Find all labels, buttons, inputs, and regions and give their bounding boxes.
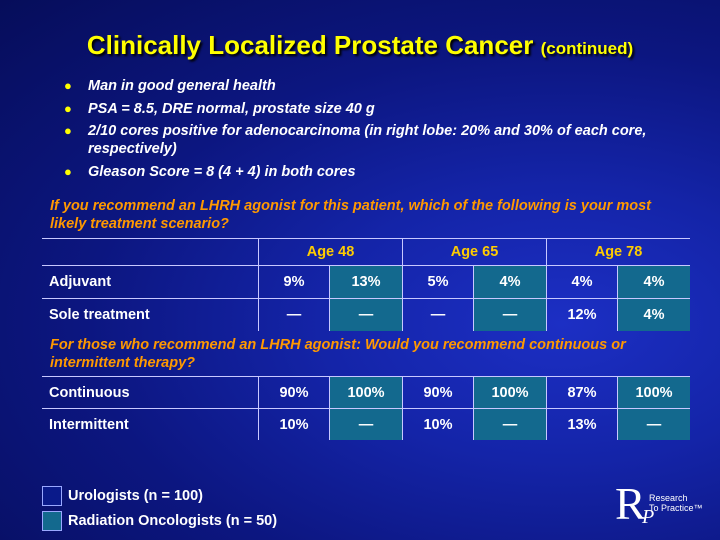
table-row: Adjuvant 9% 13% 5% 4% 4% 4% xyxy=(42,265,690,299)
bullet-dot-icon: ● xyxy=(64,163,72,179)
row-label: Sole treatment xyxy=(42,298,259,331)
bullet-item: ● Man in good general health xyxy=(64,78,276,94)
row-label: Adjuvant xyxy=(42,265,259,299)
urologist-cell: 9% xyxy=(258,265,330,299)
bullet-dot-icon: ● xyxy=(64,123,72,138)
urologist-cell: 4% xyxy=(546,265,618,299)
radonc-cell: 4% xyxy=(473,265,547,299)
radonc-cell: — xyxy=(329,408,403,440)
case-bullet-list: ● Man in good general health ● PSA = 8.5, … xyxy=(64,77,664,185)
radonc-cell: 4% xyxy=(617,265,690,299)
legend-swatch xyxy=(42,511,62,531)
urologist-cell: 13% xyxy=(546,408,618,440)
table-row: Sole treatment — — — — 12% 4% xyxy=(42,298,690,331)
radonc-cell: — xyxy=(473,298,547,331)
logo-letter-r: R xyxy=(615,478,646,529)
legend-label: Radiation Oncologists (n = 50) xyxy=(68,513,278,529)
radonc-cell: 100% xyxy=(617,376,690,409)
urologist-cell: 90% xyxy=(258,376,330,409)
question-continuous-intermittent: For those who recommend an LHRH agonist:… xyxy=(50,337,626,371)
legend-item-urologists: Urologists (n = 100) xyxy=(42,486,203,506)
urologist-cell: 90% xyxy=(402,376,474,409)
legend-label: Urologists (n = 100) xyxy=(68,488,203,504)
bullet-dot-icon: ● xyxy=(64,100,72,116)
age-header-row: Age 48 Age 65 Age 78 xyxy=(42,238,690,266)
question-treatment-scenario: If you recommend an LHRH agonist for thi… xyxy=(50,198,651,232)
table-row: Continuous 90% 100% 90% 100% 87% 100% xyxy=(42,376,690,409)
urologist-cell: — xyxy=(402,298,474,331)
header-blank-cell xyxy=(42,238,259,266)
title-main: Clinically Localized Prostate Cancer xyxy=(86,30,534,60)
therapy-type-table: Continuous 90% 100% 90% 100% 87% 100% In… xyxy=(42,376,690,440)
bullet-item: ● Gleason Score = 8 (4 + 4) in both cores xyxy=(64,163,356,180)
urologist-cell: — xyxy=(258,298,330,331)
urologist-cell: 87% xyxy=(546,376,618,409)
urologist-cell: 12% xyxy=(546,298,618,331)
slide-title: Clinically Localized Prostate Cancer (co… xyxy=(0,30,720,61)
radonc-cell: 100% xyxy=(473,376,547,409)
legend-item-radiation-oncologists: Radiation Oncologists (n = 50) xyxy=(42,511,277,531)
radonc-cell: 13% xyxy=(329,265,403,299)
bullet-item: ● 2/10 cores positive for adenocarcinoma … xyxy=(64,123,647,157)
radonc-cell: — xyxy=(473,408,547,440)
bullet-item: ● PSA = 8.5, DRE normal, prostate size 40… xyxy=(64,100,375,117)
logo-letter-p: P xyxy=(642,506,655,528)
radonc-cell: 100% xyxy=(329,376,403,409)
age-header: Age 48 xyxy=(258,238,403,266)
research-to-practice-logo: R P Research To Practice™ xyxy=(615,478,715,533)
radonc-cell: — xyxy=(617,408,690,440)
radonc-cell: — xyxy=(329,298,403,331)
urologist-cell: 10% xyxy=(258,408,330,440)
logo-text-research: Research xyxy=(649,493,688,503)
bullet-dot-icon: ● xyxy=(64,78,72,93)
urologist-cell: 10% xyxy=(402,408,474,440)
row-label: Continuous xyxy=(42,376,259,409)
title-sub: (continued) xyxy=(540,39,634,58)
table-row: Intermittent 10% — 10% — 13% — xyxy=(42,408,690,440)
row-label: Intermittent xyxy=(42,408,259,440)
radonc-cell: 4% xyxy=(617,298,690,331)
age-header: Age 65 xyxy=(402,238,547,266)
legend-swatch xyxy=(42,486,62,506)
age-header: Age 78 xyxy=(546,238,690,266)
urologist-cell: 5% xyxy=(402,265,474,299)
logo-text-to-practice: To Practice™ xyxy=(649,503,703,513)
treatment-scenario-table: Age 48 Age 65 Age 78 Adjuvant 9% 13% 5% … xyxy=(42,238,690,331)
